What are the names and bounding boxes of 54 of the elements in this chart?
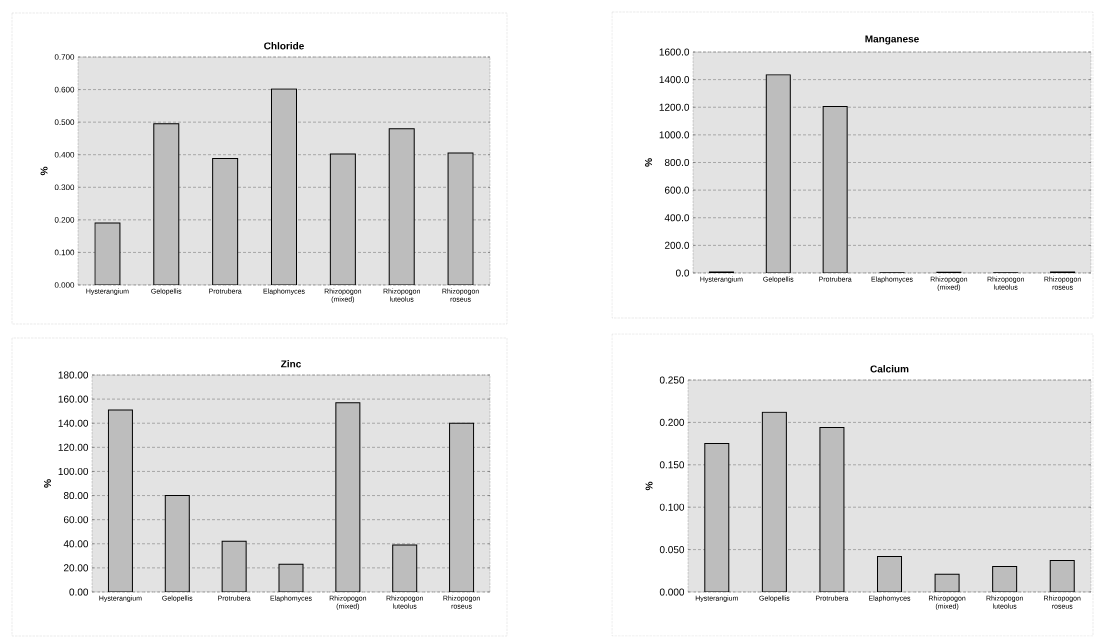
bar [819,426,845,592]
y-tick-label: 0.300 [54,184,75,191]
bar [335,402,361,592]
chart-title: Zinc [281,360,301,368]
bar [992,566,1018,592]
y-tick-label: 0.000 [54,282,75,288]
y-tick-label: 0.150 [659,461,685,469]
y-axis-title: % [40,166,48,176]
y-tick-label: 0.600 [54,86,75,93]
y-tick-label: 180.00 [58,371,89,379]
y-tick-label: 0.050 [659,546,685,554]
y-tick-label: 100.00 [58,467,89,475]
y-axis-title: % [644,158,653,167]
y-tick-label: 0.200 [54,217,75,223]
y-tick-label: 800.0 [664,158,690,167]
y-tick-label: 0.000 [659,588,685,596]
y-tick-label: 1600.0 [659,48,690,56]
y-tick-label: 0.00 [69,588,89,596]
bar [392,544,418,592]
y-tick-label: 1400.0 [659,76,690,84]
y-tick-label: 0.200 [659,418,685,426]
y-tick-label: 160.00 [58,395,89,403]
y-tick-label: 140.00 [58,419,89,427]
chart-title: Calcium [870,365,909,373]
y-tick-label: 400.0 [664,214,690,222]
y-tick-label: 0.400 [54,151,75,158]
y-tick-label: 600.0 [664,186,690,194]
bar [822,106,848,273]
y-tick-label: 1000.0 [659,131,690,139]
bar [1049,560,1075,592]
bar [164,495,190,592]
bar [704,443,730,592]
bar [761,411,787,592]
y-tick-label: 0.0 [675,269,690,277]
y-tick-label: 0.250 [659,376,685,384]
y-tick-label: 200.0 [664,241,690,249]
y-tick-label: 60.00 [63,516,89,524]
y-tick-label: 20.00 [63,564,89,572]
y-tick-label: 40.00 [63,540,89,548]
bar [765,74,791,273]
y-axis-title: % [43,479,52,488]
y-tick-label: 0.100 [54,249,75,256]
y-tick-label: 0.700 [54,54,75,60]
y-tick-label: 80.00 [63,492,89,500]
chart-title: Chloride [264,42,304,50]
y-tick-label: 1200.0 [659,103,690,111]
y-tick-label: 0.500 [54,119,75,125]
bar [877,555,903,592]
y-axis-title: % [645,481,653,491]
chart-title: Manganese [865,35,919,45]
y-tick-label: 0.100 [659,503,685,511]
y-tick-label: 120.00 [58,443,89,451]
bar [449,422,475,592]
bar [107,409,133,592]
